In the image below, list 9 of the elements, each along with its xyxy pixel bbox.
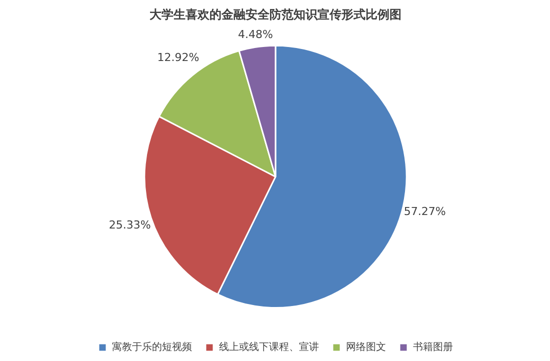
legend-label: 书籍图册 [413, 340, 453, 354]
data-label: 4.48% [238, 28, 273, 42]
legend-label: 寓教于乐的短视频 [112, 340, 192, 354]
data-label: 25.33% [108, 218, 151, 232]
chart-title: 大学生喜欢的金融安全防范知识宣传形式比例图 [150, 8, 402, 22]
data-label: 12.92% [157, 51, 200, 64]
legend-label: 网络图文 [346, 340, 386, 354]
data-label: 57.27% [404, 205, 446, 218]
legend-label: 线上或线下课程、宣讲 [219, 340, 319, 354]
